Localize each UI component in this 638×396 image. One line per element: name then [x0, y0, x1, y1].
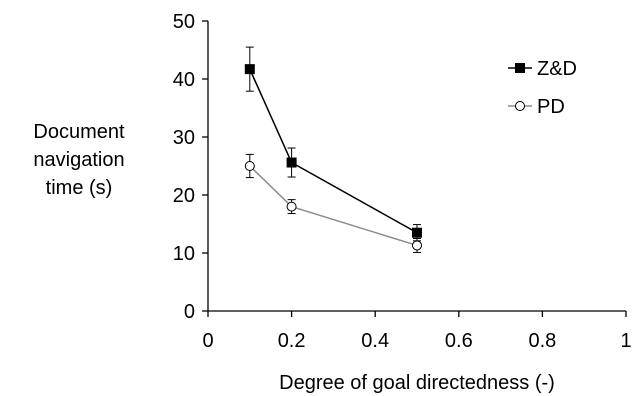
y-axis-title-line-3: time (s)	[46, 177, 113, 199]
legend-label-pd: PD	[537, 96, 565, 118]
x-tick-label: 1	[620, 330, 631, 352]
x-axis-title: Degree of goal directedness (-)	[279, 372, 555, 394]
y-ticks: 0 10 20 30 40 50	[173, 11, 208, 323]
y-tick-label: 0	[184, 301, 195, 323]
data-point-pd	[244, 161, 255, 171]
y-tick-label: 10	[173, 243, 195, 265]
data-point-z-d	[286, 157, 297, 168]
x-ticks: 0 0.2 0.4 0.6 0.8 1	[202, 311, 632, 352]
x-tick-label: 0.8	[528, 330, 556, 352]
data-point-pd	[286, 201, 297, 212]
y-tick-label: 50	[173, 11, 195, 33]
y-axis-title-line-2: navigation	[33, 149, 124, 171]
series-line-z-d	[249, 68, 418, 234]
x-tick-label: 0.6	[445, 330, 473, 352]
legend-marker-pd	[515, 101, 525, 111]
y-tick-label: 20	[173, 185, 195, 207]
y-tick-label: 30	[173, 127, 195, 149]
x-tick-label: 0	[202, 330, 213, 352]
plot-area	[244, 46, 422, 253]
axes	[207, 21, 626, 312]
data-point-z-d	[244, 64, 255, 75]
legend-label-z-d: Z&D	[537, 58, 577, 80]
legend: Z&D PD	[508, 58, 577, 118]
data-point-pd	[412, 240, 422, 251]
x-tick-label: 0.4	[361, 330, 389, 352]
x-tick-label: 0.2	[278, 330, 306, 352]
y-tick-label: 40	[173, 69, 195, 91]
series-line-pd	[249, 165, 418, 247]
y-axis-title-line-1: Document	[33, 121, 125, 143]
data-point-z-d	[412, 227, 422, 238]
legend-marker-z-d	[515, 63, 525, 73]
